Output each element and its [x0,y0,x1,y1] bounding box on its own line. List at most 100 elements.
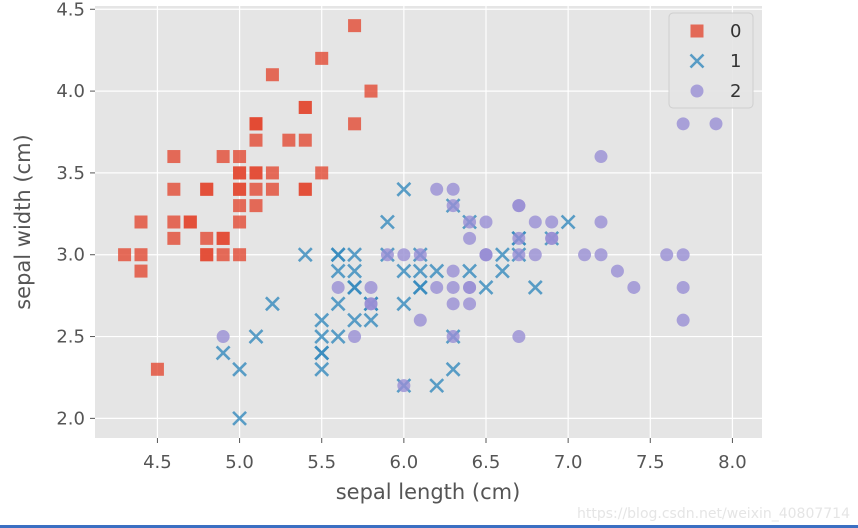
point-series-0 [200,248,214,262]
x-tick-label: 6.0 [390,452,419,473]
point-series-2 [216,330,230,344]
point-series-2 [430,280,444,294]
y-tick-label: 4.0 [56,81,85,102]
series-2 [216,117,723,393]
point-series-2 [676,117,690,131]
point-series-0 [167,215,181,229]
point-series-0 [233,199,247,213]
point-series-1 [495,263,510,279]
point-series-2 [380,248,394,262]
point-series-2 [528,215,542,229]
point-series-1 [232,410,247,426]
watermark-text: https://blog.csdn.net/weixin_40807714 [576,506,850,522]
point-series-2 [446,199,460,213]
point-series-2 [430,182,444,196]
point-series-2 [446,182,460,196]
point-series-2 [660,248,674,262]
point-series-0 [249,199,263,213]
point-series-1 [347,263,362,279]
data-points [118,19,723,426]
x-tick-label: 8.0 [718,452,747,473]
point-series-1 [412,263,428,279]
point-series-2 [709,117,723,131]
point-series-0 [348,117,362,131]
point-series-0 [150,362,164,376]
point-series-0 [216,231,230,245]
point-series-2 [446,297,460,311]
x-axis-title: sepal length (cm) [336,480,521,504]
point-series-2 [463,297,477,311]
point-series-1 [347,280,362,295]
point-series-1 [412,280,428,295]
point-series-0 [233,150,247,164]
point-series-2 [479,215,493,229]
point-series-0 [315,51,329,65]
point-series-0 [249,117,263,131]
x-tick-label: 6.5 [472,452,501,473]
point-series-0 [200,231,214,245]
point-series-1 [396,181,412,197]
legend-box [668,12,754,109]
point-series-0 [216,150,230,164]
point-series-2 [463,280,477,294]
point-series-0 [183,215,197,229]
point-series-0 [134,248,148,262]
point-series-2 [348,330,362,344]
point-series-1 [330,247,346,263]
point-series-1 [396,296,412,312]
point-series-2 [512,199,526,213]
point-series-0 [298,133,312,147]
point-series-0 [233,248,247,262]
point-series-1 [347,247,362,263]
point-series-2 [545,231,559,245]
point-series-1 [478,280,494,295]
point-series-2 [594,150,608,164]
legend-label-1: 1 [730,51,741,72]
legend-marker-0 [690,24,704,38]
point-series-2 [413,313,427,327]
point-series-0 [216,248,230,262]
point-series-1 [429,263,445,279]
y-tick-labels: 2.0 2.5 3.0 3.5 4.0 4.5 [56,0,85,429]
point-series-0 [134,264,148,278]
point-series-1 [215,345,231,361]
point-series-2 [545,215,559,229]
point-series-0 [118,248,132,262]
point-series-2 [413,248,427,262]
point-series-1 [363,312,379,328]
point-series-2 [676,280,690,294]
point-series-0 [364,84,378,98]
point-series-2 [446,330,460,344]
point-series-2 [627,280,641,294]
point-series-0 [298,182,312,196]
point-series-1 [330,263,346,279]
point-series-2 [676,313,690,327]
x-tick-label: 4.5 [143,452,172,473]
point-series-1 [495,247,510,263]
point-series-1 [330,329,346,344]
legend-marker-2 [690,84,704,98]
legend-label-2: 2 [730,81,741,102]
point-series-1 [396,263,412,279]
point-series-0 [315,166,329,180]
point-series-1 [248,329,264,344]
x-tick-label: 7.5 [636,452,665,473]
point-series-0 [265,68,279,82]
point-series-2 [397,379,411,393]
point-series-1 [314,345,330,361]
point-series-1 [462,263,477,279]
point-series-2 [578,248,592,262]
point-series-2 [446,264,460,278]
point-series-1 [314,361,330,377]
point-series-0 [233,182,247,196]
legend: 0 1 2 [668,12,754,109]
point-series-1 [527,280,543,295]
point-series-1 [330,296,346,312]
point-series-2 [364,297,378,311]
point-series-0 [348,19,362,33]
point-series-2 [594,215,608,229]
x-tick-label: 7.0 [554,452,583,473]
point-series-0 [249,133,263,147]
point-series-0 [298,100,312,114]
point-series-2 [676,248,690,262]
